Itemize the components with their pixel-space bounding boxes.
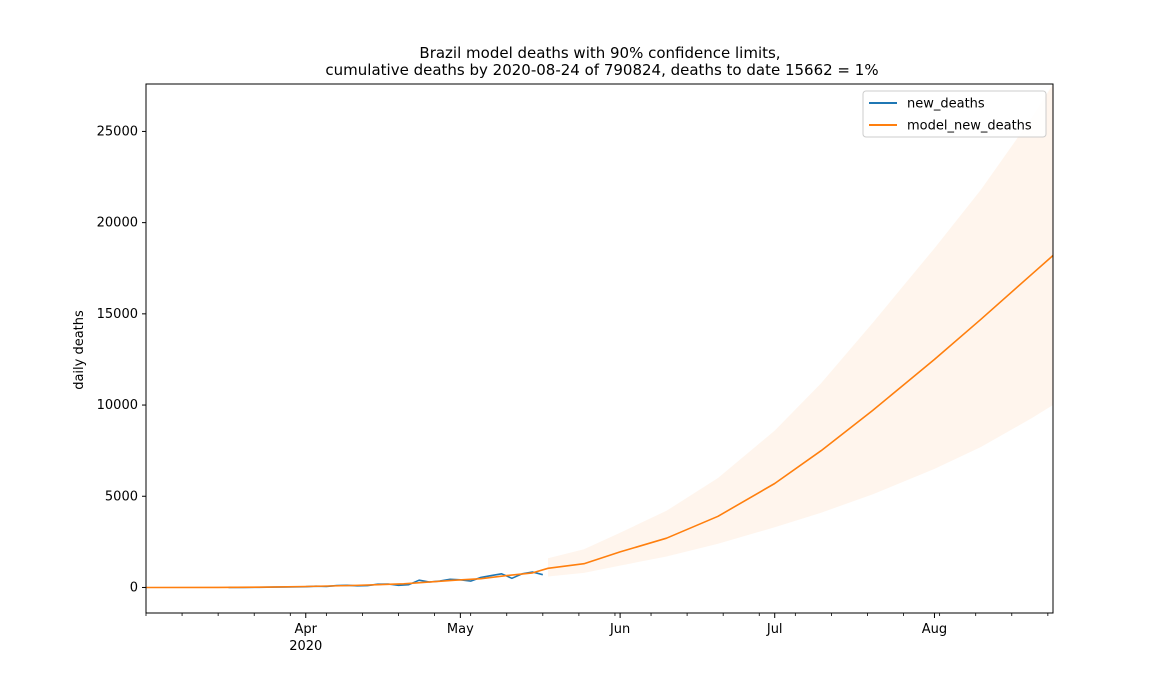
chart-title-line-1: Brazil model deaths with 90% confidence … — [419, 44, 780, 62]
chart-title-line-2: cumulative deaths by 2020-08-24 of 79082… — [325, 61, 878, 79]
confidence-band — [548, 84, 1053, 577]
y-tick-label: 0 — [130, 580, 138, 595]
y-axis-label: daily deaths — [72, 310, 87, 390]
x-tick-label: Jun — [609, 622, 630, 637]
x-tick-label: Jul — [766, 622, 783, 637]
y-tick-label: 15000 — [97, 307, 138, 322]
plot-area: 0 5000 10000 15000 20000 25000 Apr 2020 May Jun Ju… — [97, 83, 1054, 654]
series-line-model-new-deaths — [145, 254, 1054, 589]
x-tick-sublabel: 2020 — [289, 639, 322, 654]
legend-box — [862, 90, 1047, 138]
x-tick-label: Apr — [295, 622, 318, 637]
y-tick-label: 25000 — [97, 124, 138, 139]
y-tick-label: 5000 — [105, 489, 138, 504]
legend-label-new-deaths: new_deaths — [907, 97, 985, 112]
y-tick-label: 10000 — [97, 398, 138, 413]
legend-label-model-new-deaths: model_new_deaths — [907, 119, 1032, 134]
y-tick-label: 20000 — [97, 216, 138, 231]
plot-frame — [145, 83, 1054, 614]
x-tick-label: Aug — [922, 622, 947, 637]
x-tick-label: May — [447, 622, 474, 637]
